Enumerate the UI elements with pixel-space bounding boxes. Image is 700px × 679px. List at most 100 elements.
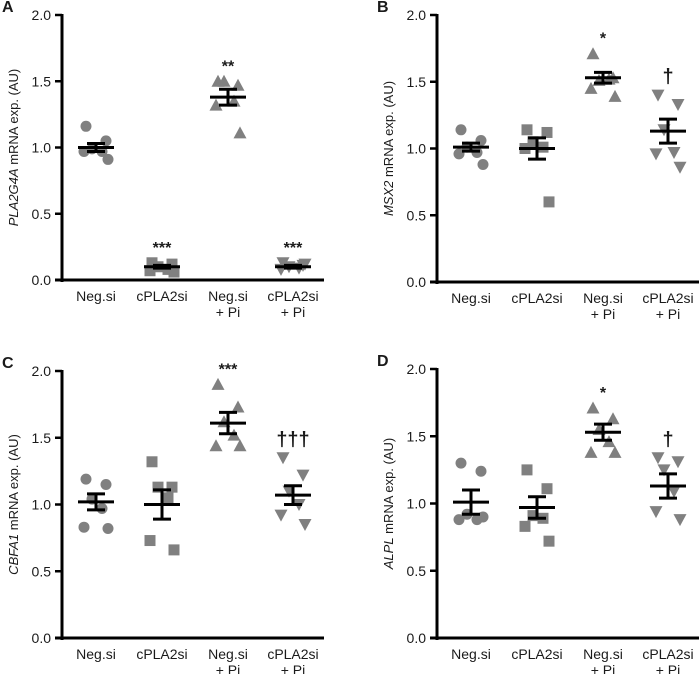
y-tick-label: 1.5 (407, 428, 427, 444)
data-point-triangle-down (667, 147, 681, 160)
x-tick-label: + Pi (281, 304, 306, 320)
panel-label: C (2, 355, 14, 372)
panel-b: B 0.0 0.5 1.0 1.5 2.0 MSX2 mRNA exp. (AU) Neg.s… (377, 0, 699, 322)
y-axis-label-gene: CBFA1 (6, 534, 21, 575)
data-point-triangle-up (209, 98, 223, 111)
data-point-circle (477, 159, 489, 171)
x-tick-label: cPLA2si (267, 288, 318, 304)
x-tick-label: cPLA2si (511, 290, 562, 306)
y-axis-label: MSX2 mRNA exp. (AU) (381, 81, 396, 216)
x-tick-label: Neg.si (208, 646, 248, 662)
y-axis-label-gene: ALPL (381, 537, 396, 570)
x-tick-label: cPLA2si (136, 288, 187, 304)
data-point-triangle-down (671, 98, 685, 111)
data-point-triangle-down (657, 464, 671, 477)
y-tick-label: 0.5 (407, 207, 427, 223)
x-tick-label: cPLA2si (267, 646, 318, 662)
data-point-circle (453, 514, 465, 526)
y-tick-label: 1.5 (32, 73, 52, 89)
data-point-square (519, 520, 531, 532)
x-tick-label: + Pi (656, 306, 681, 322)
data-point-triangle-up (233, 126, 247, 139)
data-point-triangle-down (649, 506, 663, 519)
data-point-triangle-down (276, 257, 290, 270)
x-tick-label: cPLA2si (511, 646, 562, 662)
data-point-triangle-up (211, 377, 225, 390)
x-tick-label: + Pi (591, 662, 616, 674)
y-tick-label: 2.0 (32, 7, 52, 23)
x-tick-label: Neg.si (208, 288, 248, 304)
x-tick-label: Neg.si (76, 288, 116, 304)
data-point-square (152, 481, 164, 493)
y-axis-label-unit: mRNA exp. (AU) (6, 69, 21, 169)
x-tick-label: Neg.si (583, 290, 623, 306)
y-tick-label: 1.0 (32, 497, 52, 513)
data-point-triangle-up (217, 74, 231, 87)
data-point-triangle-up (586, 401, 600, 414)
data-point-square (521, 464, 533, 476)
data-point-triangle-up (606, 412, 620, 425)
data-point-circle (455, 124, 467, 136)
panel-label: B (377, 0, 389, 16)
data-point-circle (102, 153, 114, 165)
y-axis-label: ALPL mRNA exp. (AU) (381, 438, 396, 571)
data-point-triangle-down (673, 161, 687, 174)
data-point-triangle-up (233, 439, 247, 452)
data-point-triangle-down (276, 452, 290, 465)
y-tick-label: 1.5 (407, 74, 427, 90)
x-tick-label: + Pi (281, 662, 306, 674)
y-axis-label-unit: mRNA exp. (AU) (6, 434, 21, 534)
data-point-square (146, 456, 158, 468)
significance-annotation: *** (219, 361, 238, 378)
panel-label: A (2, 0, 14, 16)
y-tick-label: 2.0 (32, 363, 52, 379)
data-point-triangle-up (231, 400, 245, 413)
y-tick-label: 0.5 (32, 563, 52, 579)
x-tick-label: Neg.si (451, 290, 491, 306)
data-point-circle (475, 465, 487, 477)
significance-annotation: † (662, 66, 673, 88)
panel-a: A 0.0 0.5 1.0 1.5 2.0 PLA2G4A mRNA exp. (AU) Ne… (2, 0, 324, 320)
data-point-square (168, 544, 180, 556)
y-tick-label: 0.0 (32, 272, 52, 288)
data-point-square (543, 196, 555, 208)
data-point-triangle-up (209, 439, 223, 452)
data-point-triangle-up (608, 445, 622, 458)
y-tick-label: 0.5 (407, 563, 427, 579)
data-point-triangle-up (584, 445, 598, 458)
data-point-square (521, 124, 533, 136)
data-point-triangle-up (608, 89, 622, 102)
significance-annotation: *** (153, 240, 172, 257)
y-tick-label: 0.0 (407, 274, 427, 290)
data-point-square (162, 492, 174, 504)
y-tick-label: 0.5 (32, 206, 52, 222)
significance-annotation: *** (284, 240, 303, 257)
data-point-triangle-down (651, 452, 665, 465)
data-point-circle (477, 511, 489, 523)
data-point-triangle-down (298, 258, 312, 271)
data-point-circle (102, 523, 114, 535)
y-tick-label: 0.0 (32, 630, 52, 646)
x-tick-label: + Pi (591, 306, 616, 322)
y-axis-label-unit: mRNA exp. (AU) (381, 81, 396, 181)
data-point-triangle-up (586, 47, 600, 60)
significance-annotation: * (600, 31, 607, 48)
data-point-square (541, 483, 553, 495)
significance-annotation: ††† (276, 429, 309, 451)
y-tick-label: 0.0 (407, 630, 427, 646)
y-axis-label: CBFA1 mRNA exp. (AU) (6, 434, 21, 575)
data-point-triangle-down (673, 514, 687, 527)
data-point-square (144, 265, 156, 277)
data-point-circle (80, 120, 92, 132)
y-tick-label: 2.0 (407, 7, 427, 23)
data-point-triangle-down (649, 148, 663, 161)
x-tick-label: Neg.si (583, 646, 623, 662)
data-point-triangle-down (296, 469, 310, 482)
x-tick-label: cPLA2si (642, 646, 693, 662)
significance-annotation: * (600, 385, 607, 402)
panel-label: D (377, 353, 389, 370)
y-axis-label: PLA2G4A mRNA exp. (AU) (6, 69, 21, 227)
panel-d: D 0.0 0.5 1.0 1.5 2.0 ALPL mRNA exp. (AU) Neg.s… (377, 353, 699, 678)
data-point-circle (80, 473, 92, 485)
y-axis-label-unit: mRNA exp. (AU) (381, 438, 396, 538)
